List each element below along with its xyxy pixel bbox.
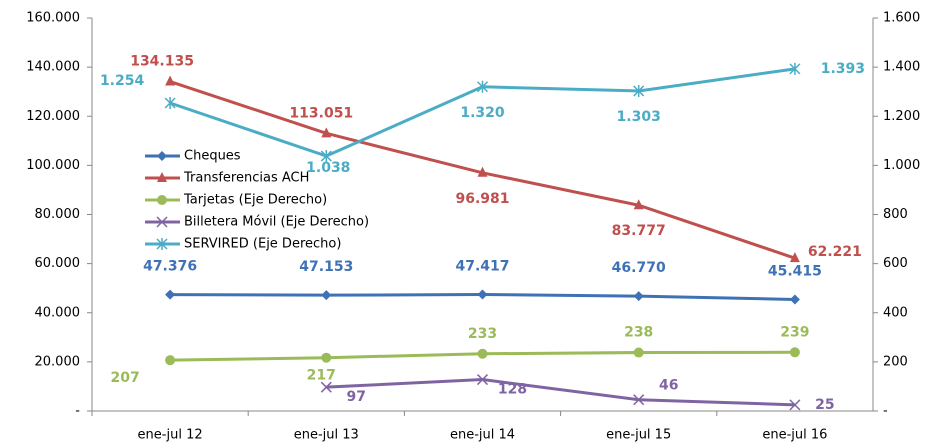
value-label: 83.777 — [612, 223, 666, 239]
y2-tick-label: - — [883, 404, 888, 419]
y-tick-label: 120.000 — [26, 109, 80, 124]
y-tick-label: 20.000 — [35, 354, 81, 369]
y2-tick-label: 1.400 — [883, 60, 920, 75]
value-label: 1.320 — [460, 105, 505, 121]
value-label: 113.051 — [289, 105, 353, 121]
marker — [157, 172, 167, 182]
x-tick-label: ene-jul 12 — [138, 428, 203, 443]
marker — [789, 62, 801, 75]
marker — [477, 289, 488, 300]
legend-label: Transferencias ACH — [183, 171, 309, 186]
value-label: 233 — [468, 326, 497, 342]
x-tick-label: ene-jul 16 — [762, 428, 827, 443]
value-label: 239 — [780, 324, 809, 340]
value-label: 96.981 — [455, 191, 509, 207]
marker — [156, 238, 168, 250]
marker — [157, 151, 167, 161]
x-tick-label: ene-jul 14 — [450, 428, 515, 443]
marker — [633, 394, 645, 406]
y-tick-label: 100.000 — [26, 158, 80, 173]
marker — [477, 348, 488, 359]
y2-tick-label: 800 — [883, 207, 908, 222]
marker — [633, 291, 644, 302]
series-line — [326, 378, 795, 407]
y2-tick-label: 400 — [883, 305, 908, 320]
marker — [321, 127, 332, 138]
marker — [157, 195, 167, 205]
y2-tick-label: 1.600 — [883, 11, 920, 26]
value-label: 97 — [347, 389, 366, 405]
value-label: 47.376 — [143, 259, 197, 275]
value-label: 1.303 — [617, 109, 661, 125]
marker — [320, 150, 332, 163]
y2-tick-label: 1.200 — [883, 109, 920, 124]
marker — [477, 166, 488, 177]
legend-label: SERVIRED (Eje Derecho) — [184, 237, 341, 252]
marker — [165, 289, 176, 300]
marker — [633, 347, 644, 358]
y-tick-label: 160.000 — [26, 11, 80, 26]
marker — [165, 75, 176, 86]
marker — [789, 399, 801, 411]
y2-tick-label: 1.000 — [883, 158, 920, 173]
legend-label: Billetera Móvil (Eje Derecho) — [184, 215, 369, 230]
value-label: 46 — [659, 378, 678, 394]
marker — [789, 294, 800, 305]
value-label: 47.153 — [299, 259, 353, 275]
value-label: 62.221 — [808, 244, 862, 260]
y-tick-label: 80.000 — [35, 207, 81, 222]
y-tick-label: 60.000 — [35, 256, 81, 271]
value-label: 238 — [624, 325, 653, 341]
value-label: 46.770 — [612, 260, 666, 276]
y-tick-label: 40.000 — [35, 305, 81, 320]
value-label: 217 — [307, 368, 336, 384]
value-label: 1.038 — [306, 160, 350, 176]
marker — [320, 381, 332, 393]
marker — [165, 355, 176, 366]
marker — [476, 80, 489, 93]
marker — [633, 199, 644, 210]
value-label: 134.135 — [130, 54, 194, 70]
y2-tick-label: 200 — [883, 354, 908, 369]
y-tick-label: - — [75, 404, 80, 419]
value-label: 128 — [498, 382, 527, 398]
legend-label: Cheques — [184, 149, 241, 164]
value-label: 207 — [110, 370, 139, 386]
marker — [476, 374, 489, 386]
value-label: 1.254 — [100, 73, 145, 89]
marker — [156, 216, 168, 228]
marker — [789, 347, 800, 358]
value-label: 1.393 — [821, 61, 865, 77]
marker — [164, 96, 176, 109]
legend-label: Tarjetas (Eje Derecho) — [183, 193, 327, 208]
marker — [633, 84, 645, 97]
value-label: 45.415 — [768, 263, 822, 279]
y-tick-label: 140.000 — [26, 60, 80, 75]
marker — [321, 290, 332, 301]
value-label: 47.417 — [455, 259, 509, 275]
marker — [789, 252, 800, 263]
x-tick-label: ene-jul 13 — [294, 428, 359, 443]
marker — [321, 352, 332, 363]
y2-tick-label: 600 — [883, 256, 908, 271]
x-tick-label: ene-jul 15 — [606, 428, 671, 443]
value-label: 25 — [815, 397, 834, 413]
